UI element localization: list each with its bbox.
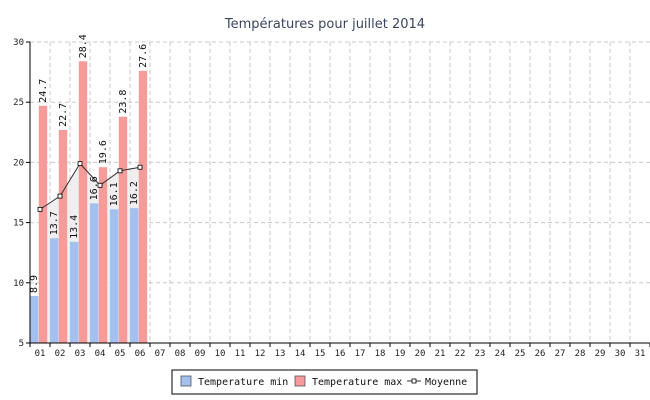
x-tick-label: 13 [275,349,286,359]
bar-min [90,203,99,343]
bar-max [58,129,68,343]
legend-swatch-min [180,375,192,387]
x-tick-label: 01 [35,349,46,359]
legend-label-moyenne: Moyenne [425,377,467,388]
data-label-max: 22.7 [58,103,69,127]
x-tick-label: 18 [375,349,386,359]
x-tick-label: 12 [255,349,266,359]
moyenne-point [137,164,143,170]
bar-min [50,238,59,343]
x-tick-label: 07 [155,349,166,359]
data-label-max: 23.8 [118,90,129,114]
moyenne-point [117,168,123,174]
x-tick-label: 27 [555,349,566,359]
x-tick-label: 29 [595,349,606,359]
bar-max [138,70,148,344]
x-tick-label: 28 [575,349,586,359]
x-tick-label: 15 [315,349,326,359]
x-tick-label: 04 [95,349,106,359]
bar-min [70,241,79,343]
grid-lines [30,41,650,343]
y-tick-label: 15 [13,219,24,229]
x-tick-label: 09 [195,349,206,359]
bar-max [118,116,128,343]
moyenne-line [37,161,143,212]
data-label-max: 19.6 [98,140,109,164]
bar-min [30,296,39,343]
bar-max [38,105,48,343]
moyenne-point [37,206,43,212]
data-labels: 8.9 13.7 13.4 16.6 16.1 16.2 24.7 22.7 28.4 19.6 2… [29,34,149,293]
x-tick-label: 14 [295,349,306,359]
bars [30,61,148,344]
x-tick-label: 31 [635,349,646,359]
data-label-min: 13.7 [49,211,60,235]
x-tick-label: 10 [215,349,226,359]
axes: 5 10 15 20 25 30 01 02 03 04 05 06 07 08 09 10 11 12 13 14 1… [13,38,650,359]
y-tick-label: 5 [19,339,24,349]
x-tick-label: 19 [395,349,406,359]
data-label-min: 16.6 [89,176,100,200]
data-label-max: 27.6 [138,44,149,68]
data-label-max: 28.4 [78,34,89,58]
x-tick-label: 02 [55,349,66,359]
legend: Temperature min Temperature max Moyenne [171,369,478,395]
chart-title: Températures pour juillet 2014 [224,17,425,32]
y-tick-label: 25 [13,98,24,108]
x-tick-label: 23 [475,349,486,359]
legend-swatch-max [294,375,306,387]
x-tick-label: 26 [535,349,546,359]
data-label-min: 16.1 [109,182,120,206]
x-tick-label: 22 [455,349,466,359]
x-tick-label: 21 [435,349,446,359]
x-tick-label: 08 [175,349,186,359]
data-label-max: 24.7 [38,79,49,103]
x-tick-label: 20 [415,349,426,359]
bar-max [98,167,108,343]
y-tick-label: 20 [13,158,24,168]
x-tick-label: 16 [335,349,346,359]
data-label-min: 13.4 [69,215,80,239]
bar-max [78,61,88,343]
y-tick-label: 30 [13,38,24,48]
bar-min [110,209,119,343]
x-tick-label: 25 [515,349,526,359]
x-tick-label: 17 [355,349,366,359]
legend-box [171,369,478,395]
y-tick-label: 10 [13,279,24,289]
data-label-min: 16.2 [129,181,140,205]
bar-min [130,208,139,343]
x-tick-label: 03 [75,349,86,359]
legend-label-max: Temperature max [312,377,402,388]
legend-label-min: Temperature min [198,377,288,388]
data-label-min: 8.9 [29,275,40,293]
x-tick-label: 24 [495,349,506,359]
x-tick-label: 30 [615,349,626,359]
moyenne-point [97,182,103,188]
moyenne-point [57,193,63,199]
x-tick-label: 06 [135,349,146,359]
moyenne-point [77,161,83,167]
moyenne-series-line [39,162,141,210]
x-tick-label: 11 [235,349,246,359]
legend-marker-moyenne [411,378,417,384]
x-tick-label: 05 [115,349,126,359]
